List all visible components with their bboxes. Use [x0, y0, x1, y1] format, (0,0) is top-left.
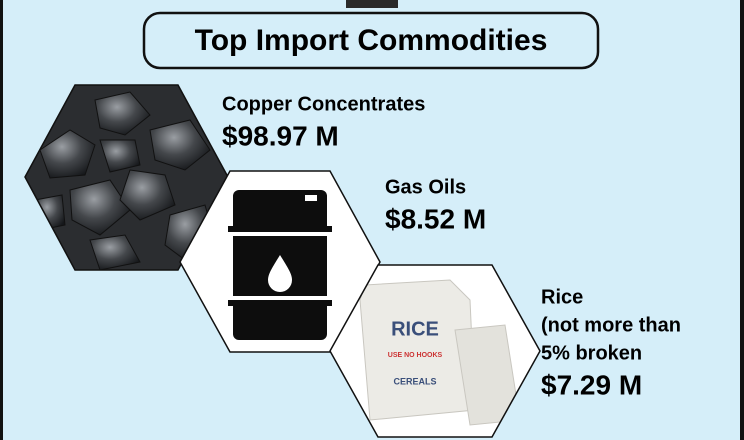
rice-image: RICE USE NO HOOKS CEREALS [330, 265, 540, 437]
item-value: $7.29 M [541, 369, 642, 400]
item-name: (not more than [541, 314, 681, 336]
hexagon [329, 264, 541, 438]
item-value: $8.52 M [385, 203, 486, 234]
sack-label: USE NO HOOKS [388, 352, 443, 359]
title-box [142, 11, 600, 70]
item-name: Gas Oils [385, 176, 466, 198]
sack-label: RICE [391, 318, 439, 340]
item-name: Rice [541, 286, 583, 308]
item-value: $98.97 M [222, 120, 339, 151]
item-name: Copper Concentrates [222, 93, 425, 115]
item-name: 5% broken [541, 342, 642, 364]
sack-label: CEREALS [393, 376, 436, 386]
top-tab [346, 0, 398, 8]
frame-left [0, 0, 3, 440]
title: Top Import Commodities [195, 24, 548, 57]
frame-right [740, 0, 744, 440]
hexagon [179, 170, 381, 353]
